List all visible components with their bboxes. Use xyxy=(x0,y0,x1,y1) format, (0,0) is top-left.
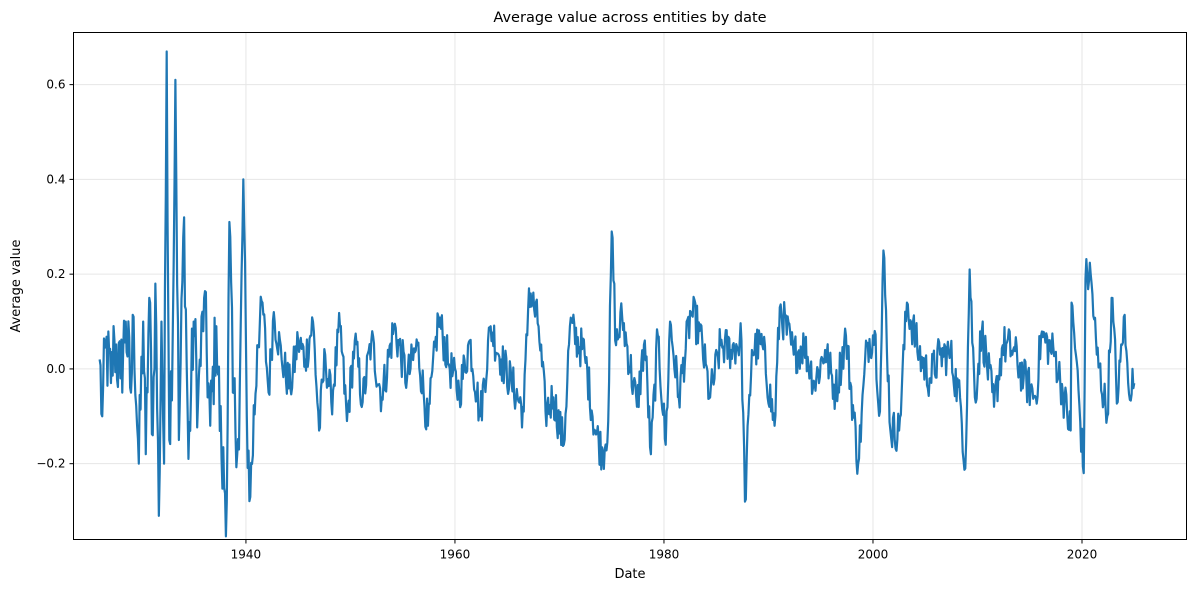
y-tick-label: 0.6 xyxy=(46,78,65,92)
x-axis-label: Date xyxy=(614,567,645,582)
y-axis-label: Average value xyxy=(9,239,24,332)
x-tick-label: 2020 xyxy=(1067,548,1098,562)
y-tick-label: 0.2 xyxy=(46,267,65,281)
series-group xyxy=(98,50,1136,538)
x-axis: 1940 1960 1980 2000 2020 xyxy=(231,539,1098,562)
y-tick-label: 0.0 xyxy=(46,362,65,376)
x-tick-label: 2000 xyxy=(858,548,889,562)
y-tick-label: −0.2 xyxy=(36,457,65,471)
x-tick-label: 1980 xyxy=(649,548,680,562)
x-tick-label: 1960 xyxy=(440,548,471,562)
series-line xyxy=(98,50,1136,538)
x-tick-label: 1940 xyxy=(231,548,262,562)
plot-frame xyxy=(73,32,1187,540)
y-axis: −0.2 0.0 0.2 0.4 0.6 xyxy=(36,78,74,471)
y-tick-label: 0.4 xyxy=(46,172,65,186)
chart-title: Average value across entities by date xyxy=(493,10,766,26)
